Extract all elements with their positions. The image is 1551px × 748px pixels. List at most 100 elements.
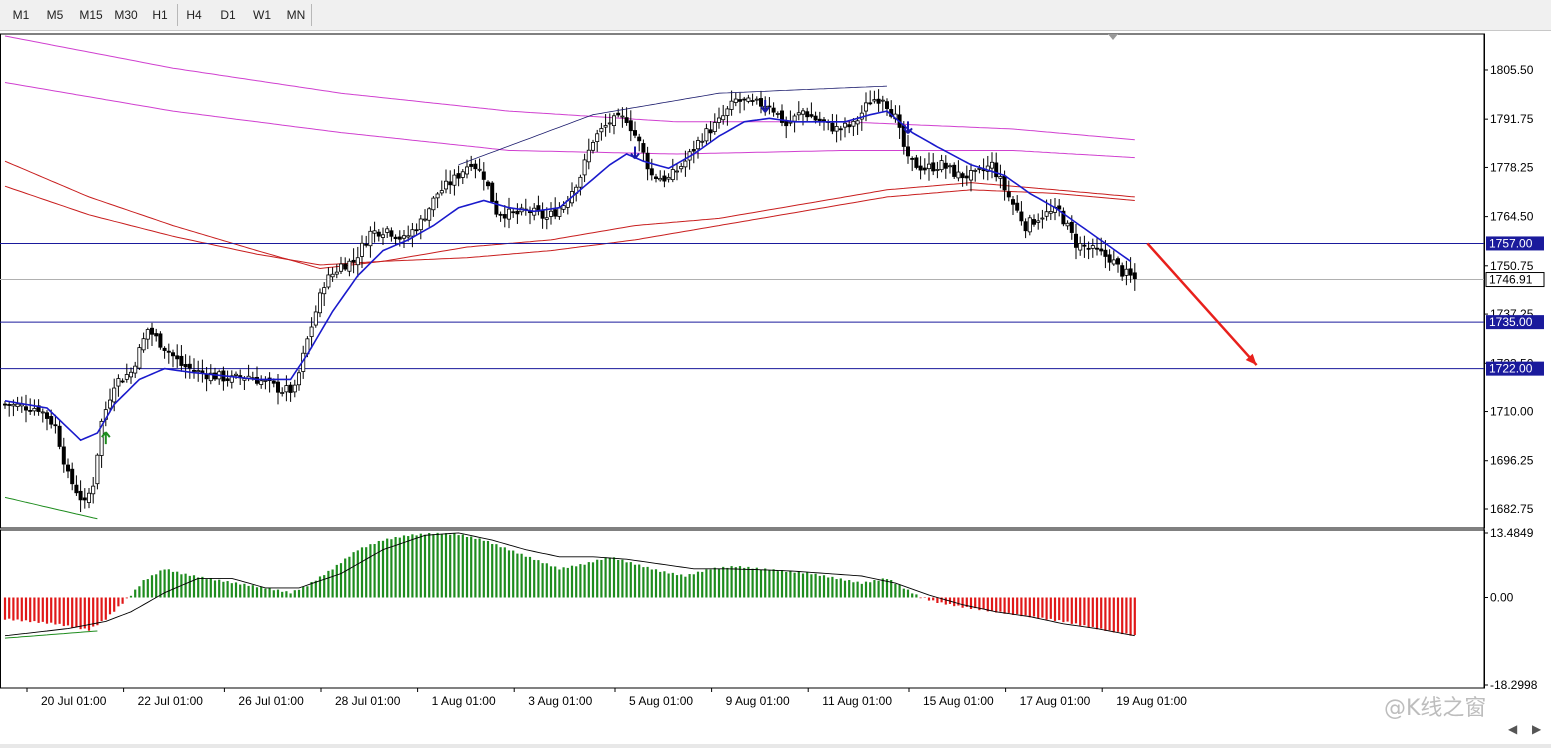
candle-body (280, 392, 285, 394)
candle-body (91, 485, 96, 495)
candle-body (66, 464, 71, 472)
candle-body (473, 163, 478, 170)
candle-body (985, 165, 990, 172)
current-price-label: 1746.91 (1489, 273, 1533, 287)
timeframe-m5[interactable]: M5 (46, 8, 64, 22)
price-tick-label: 1750.75 (1490, 259, 1534, 273)
candle-body (183, 364, 188, 368)
status-bar (0, 744, 1551, 748)
candle-body (843, 122, 848, 128)
magenta-ma-1-line (4, 35, 1135, 141)
candle-body (973, 169, 978, 172)
candle-body (435, 193, 440, 199)
candle-body (649, 168, 654, 176)
candle-body (586, 149, 591, 163)
candle-body (994, 162, 999, 178)
candle-body (3, 403, 8, 406)
scroll-left-icon[interactable]: ◀ (1508, 722, 1518, 736)
candle-body (813, 115, 818, 121)
candle-body (275, 381, 280, 393)
time-tick-label: 28 Jul 01:00 (335, 694, 401, 708)
timeframe-m1[interactable]: M1 (12, 8, 30, 22)
candle-body (847, 124, 852, 128)
signal-arrow-down-icon (903, 121, 913, 135)
candle-body (868, 102, 873, 105)
signal-arrow-up-icon (101, 431, 111, 445)
time-tick-label: 19 Aug 01:00 (1116, 694, 1187, 708)
signal-arrow-down-icon (760, 99, 770, 113)
candle-body (506, 208, 511, 220)
candle-body (540, 209, 545, 219)
timeframe-mn[interactable]: MN (286, 8, 306, 22)
candle-body (935, 169, 940, 171)
candle-body (393, 236, 398, 240)
candle-body (372, 230, 377, 234)
candle-body (397, 236, 402, 240)
candle-body (452, 174, 457, 186)
candle-body (128, 371, 133, 378)
candle-body (70, 468, 75, 485)
candle-body (780, 110, 785, 123)
oscillator-green-line (4, 630, 98, 639)
timeframe-h1[interactable]: H1 (152, 8, 168, 22)
candle-body (1095, 247, 1100, 250)
candle-body (637, 136, 642, 142)
candle-body (515, 210, 520, 215)
candle-body (359, 242, 364, 257)
candle-body (162, 347, 167, 351)
candle-body (112, 387, 117, 403)
candle-body (1057, 205, 1062, 210)
candle-body (721, 115, 726, 121)
candle-body (494, 200, 499, 215)
candle-body (28, 410, 33, 412)
candle-body (1027, 217, 1032, 233)
price-tick-label: 1805.50 (1490, 63, 1534, 77)
scroll-right-icon[interactable]: ▶ (1532, 722, 1542, 736)
candle-body (317, 292, 322, 314)
green-trend-line (4, 496, 98, 520)
candle-body (23, 406, 28, 411)
candle-body (263, 380, 268, 382)
timeframe-m30[interactable]: M30 (114, 8, 138, 22)
red-ma-2-line (4, 185, 1135, 266)
candle-body (830, 122, 835, 132)
candle-body (1048, 211, 1053, 214)
price-chart: 1805.501791.751778.251764.501750.751737.… (0, 33, 1545, 708)
timeframe-w1[interactable]: W1 (253, 8, 271, 22)
candle-body (15, 403, 20, 408)
candle-body (418, 218, 423, 231)
candle-body (1061, 210, 1066, 225)
candle-body (645, 152, 650, 170)
candle-body (1065, 222, 1070, 227)
candle-body (120, 380, 125, 383)
candle-body (809, 114, 814, 117)
price-tick-label: 1778.25 (1490, 160, 1534, 174)
time-tick-label: 17 Aug 01:00 (1020, 694, 1091, 708)
candle-body (87, 492, 92, 503)
current-price-box (1485, 272, 1545, 288)
timeframe-h4[interactable]: H4 (186, 8, 202, 22)
candle-body (750, 100, 755, 102)
timeframe-m15[interactable]: M15 (79, 8, 103, 22)
level-label-box (1486, 315, 1544, 330)
candle-body (389, 230, 394, 237)
candle-body (838, 128, 843, 131)
timeframe-d1[interactable]: D1 (220, 8, 236, 22)
toolbar-separator (177, 4, 178, 26)
candle-body (485, 181, 490, 187)
candle-body (557, 207, 562, 217)
candle-body (1090, 245, 1095, 249)
candle-body (1040, 217, 1045, 220)
candle-body (956, 171, 961, 179)
candle-body (943, 162, 948, 169)
candle-body (7, 404, 12, 406)
price-tick-label: 1682.75 (1490, 502, 1534, 516)
candle-body (82, 497, 87, 501)
projection-arrow-line (1146, 242, 1258, 366)
candle-body (717, 117, 722, 123)
candle-body (57, 425, 62, 447)
candle-body (40, 411, 45, 414)
candle-body (385, 228, 390, 233)
candle-body (225, 378, 230, 381)
ema-fast-line (4, 110, 1132, 442)
